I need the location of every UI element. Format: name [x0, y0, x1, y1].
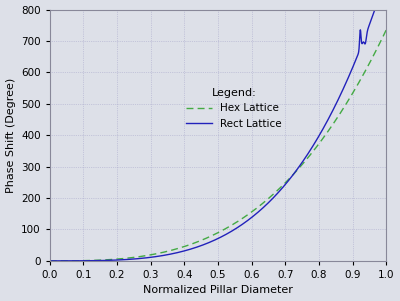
- Rect Lattice: [341, 87, 346, 90]
- Y-axis label: Phase Shift (Degree): Phase Shift (Degree): [6, 78, 16, 193]
- Hex Lattice: [86, 259, 90, 262]
- Rect Lattice: [86, 259, 90, 262]
- Hex Lattice: [176, 247, 181, 250]
- Rect Lattice: [47, 259, 52, 263]
- Rect Lattice: [106, 259, 110, 262]
- Rect Lattice: [191, 247, 196, 250]
- Hex Lattice: [191, 242, 196, 245]
- Hex Lattice: [47, 259, 52, 263]
- Rect Lattice: [384, 8, 388, 11]
- X-axis label: Normalized Pillar Diameter: Normalized Pillar Diameter: [143, 285, 293, 296]
- Rect Lattice: [377, 8, 382, 11]
- Hex Lattice: [377, 42, 382, 45]
- Hex Lattice: [106, 258, 110, 262]
- Line: Hex Lattice: Hex Lattice: [50, 30, 386, 261]
- Hex Lattice: [341, 107, 346, 110]
- Legend: Hex Lattice, Rect Lattice: Hex Lattice, Rect Lattice: [183, 85, 285, 132]
- Rect Lattice: [372, 8, 377, 11]
- Hex Lattice: [384, 28, 388, 32]
- Rect Lattice: [176, 250, 181, 254]
- Line: Rect Lattice: Rect Lattice: [50, 10, 386, 261]
